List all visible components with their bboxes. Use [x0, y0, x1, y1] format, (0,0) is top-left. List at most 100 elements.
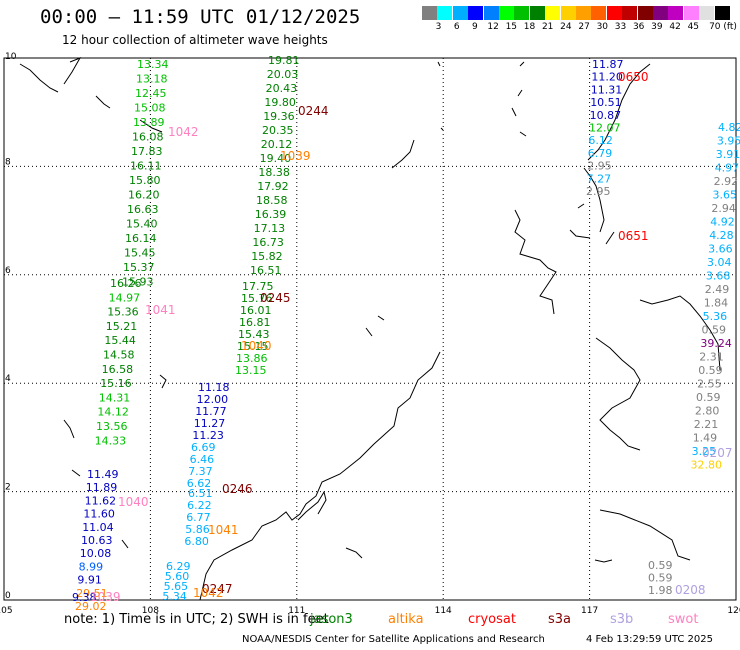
y-tick-label: 4 — [5, 374, 11, 384]
wave-height-value: 39.24 — [700, 337, 732, 350]
track-id-label: 0247 — [202, 582, 233, 596]
wave-height-value: 13.89 — [133, 116, 165, 129]
legend-item-altika: altika — [388, 612, 424, 627]
wave-height-value: 3.91 — [716, 148, 740, 161]
x-tick-label: 117 — [581, 606, 598, 616]
wave-height-value: 11.60 — [83, 508, 115, 521]
wave-height-value: 14.12 — [97, 406, 128, 419]
wave-height-value: 15.45 — [124, 247, 156, 260]
y-tick-label: 10 — [5, 52, 17, 62]
wave-height-value: 10.87 — [590, 109, 622, 122]
wave-height-value: 1.84 — [704, 297, 729, 310]
wave-height-value: 2.31 — [699, 351, 724, 364]
wave-height-value: 20.03 — [267, 68, 299, 81]
scale-label: 36 — [632, 22, 645, 32]
x-tick-label: 120 — [727, 606, 740, 616]
wave-height-value: 2.49 — [705, 283, 730, 296]
wave-height-value: 2.55 — [697, 378, 722, 391]
wave-height-value: 5.34 — [162, 590, 187, 603]
wave-height-value: 18.38 — [258, 166, 290, 179]
x-tick-label: 105 — [0, 606, 13, 616]
wave-height-value: 11.87 — [592, 58, 624, 71]
wave-height-value: 15.40 — [126, 218, 158, 231]
footnote: note: 1) Time is in UTC; 2) SWH is in fe… — [64, 612, 329, 627]
wave-height-value: 15.76 — [241, 292, 273, 305]
wave-height-value: 3.66 — [708, 243, 733, 256]
scale-label: 42 — [669, 22, 681, 32]
wave-height-value: 19.40 — [260, 152, 292, 165]
wave-height-value: 3.68 — [706, 270, 731, 283]
wave-height-value: 16.63 — [127, 203, 159, 216]
wave-height-value: 16.51 — [250, 264, 282, 277]
wave-height-value: 5.36 — [703, 310, 728, 323]
wave-height-value: 7.27 — [587, 172, 612, 185]
wave-height-value: 1.49 — [693, 432, 718, 445]
wave-height-value: 3.04 — [707, 256, 732, 269]
scale-label: 6 — [453, 22, 460, 32]
scale-swatch — [714, 6, 730, 20]
wave-height-value: 8.99 — [79, 560, 104, 573]
wave-height-value: 32.80 — [691, 459, 723, 472]
wave-height-value: 9.38 — [72, 591, 97, 604]
wave-height-value: 15.36 — [107, 306, 139, 319]
wave-height-value: 19.80 — [264, 96, 296, 109]
wave-height-value: 0.59 — [698, 364, 723, 377]
scale-swatch — [622, 6, 638, 20]
wave-height-value: 2.94 — [711, 202, 736, 215]
wave-height-value: 17.83 — [131, 145, 163, 158]
wave-height-value: 6.69 — [191, 441, 216, 454]
scale-label: 45 — [687, 22, 700, 32]
wave-height-value: 9.91 — [77, 574, 102, 587]
track-id-label: 0244 — [298, 104, 329, 118]
scale-label: 15 — [505, 22, 518, 32]
track-id-label: 0246 — [222, 482, 253, 496]
y-tick-label: 6 — [5, 266, 11, 276]
wave-height-value: 6.51 — [188, 487, 213, 500]
wave-height-value: 11.20 — [591, 71, 623, 84]
track-id-label: 0245 — [260, 291, 291, 305]
wave-height-value: 16.39 — [255, 208, 286, 221]
y-tick-label: 8 — [5, 157, 11, 167]
wave-height-value: 2.95 — [586, 185, 611, 198]
wave-height-value: 3.65 — [713, 189, 738, 202]
footer-date: 4 Feb 13:29:59 UTC 2025 — [586, 634, 713, 645]
footer-credit: NOAA/NESDIS Center for Satellite Applica… — [242, 634, 545, 645]
legend-item-s3a: s3a — [548, 612, 572, 627]
wave-height-value: 11.49 — [87, 468, 119, 481]
wave-height-value: 3.95 — [717, 135, 740, 148]
legend-item-cryosat: cryosat — [468, 612, 516, 627]
track-id-label: 1039 — [90, 590, 121, 604]
coastlines — [19, 57, 721, 601]
track-id-label: 0650 — [618, 70, 649, 84]
wave-height-value: 0.59 — [702, 324, 727, 337]
x-tick-label: 111 — [288, 606, 305, 616]
scale-swatch — [422, 6, 437, 20]
track-id-label: 1041 — [208, 523, 239, 537]
wave-height-value: 16.58 — [102, 363, 134, 376]
wave-height-value: 14.97 — [109, 291, 141, 304]
wave-height-value: 11.77 — [195, 405, 227, 418]
wave-height-value: 16.26 — [110, 277, 142, 290]
map-subtitle: 12 hour collection of altimeter wave hei… — [62, 33, 328, 47]
wave-height-value: 6.12 — [588, 134, 613, 147]
wave-height-value: 6.77 — [186, 511, 211, 524]
scale-swatch — [683, 6, 699, 20]
scale-label: 24 — [560, 22, 572, 32]
track-id-label: 0651 — [618, 229, 649, 243]
legend-item-jason3: jason3 — [310, 612, 353, 627]
wave-height-value: 7.37 — [188, 465, 213, 478]
legend-item-swot: swot — [668, 612, 699, 627]
x-tick-label: 114 — [435, 606, 452, 616]
wave-height-value: 12.07 — [589, 122, 621, 135]
wave-height-value: 20.43 — [266, 82, 298, 95]
wave-height-value: 6.22 — [187, 499, 212, 512]
track-id-label: 0207 — [702, 446, 733, 460]
wave-height-value: 17.75 — [242, 280, 274, 293]
wave-height-value: 2.95 — [587, 160, 612, 173]
map-grid — [3, 57, 737, 601]
scale-swatch — [560, 6, 576, 20]
scale-swatch — [468, 6, 484, 20]
wave-height-value: 16.11 — [130, 160, 162, 173]
wave-height-value: 13.18 — [136, 73, 168, 86]
